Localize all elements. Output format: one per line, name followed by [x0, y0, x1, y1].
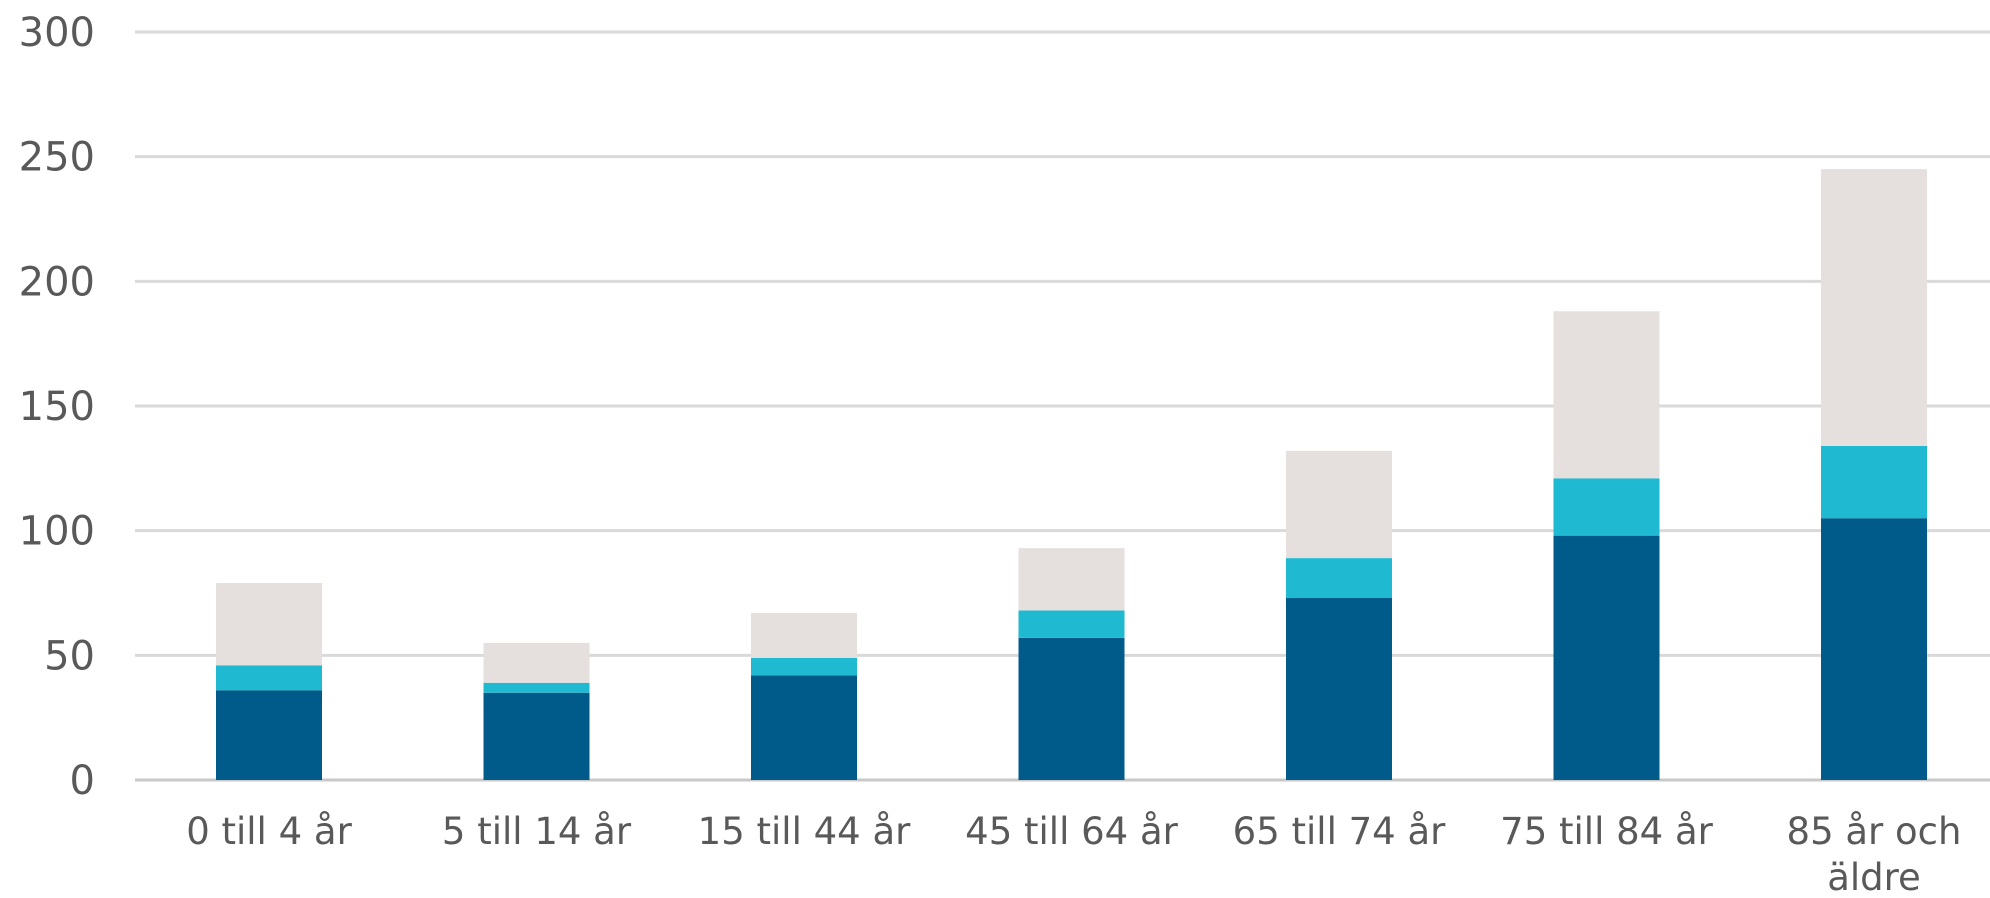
- y-tick-label: 0: [70, 758, 95, 804]
- y-tick-label: 100: [19, 509, 95, 555]
- x-tick-label: äldre: [1827, 856, 1921, 898]
- x-axis: 0 till 4 år 5 till 14 år 15 till 44 år 45 t…: [186, 810, 1961, 898]
- x-tick-label: 45 till 64 år: [965, 810, 1178, 853]
- bars: [216, 169, 1927, 780]
- bar-segment-1: [483, 692, 590, 780]
- x-tick-label: 85 år och: [1787, 810, 1962, 853]
- bar-segment-2: [1821, 445, 1927, 519]
- bar-segment-1: [1018, 637, 1125, 780]
- y-axis: 0 50 100 150 200 250 300: [19, 10, 95, 804]
- bar-segment-1: [751, 675, 857, 780]
- bar-segment-2: [216, 665, 322, 691]
- x-tick-label: 15 till 44 år: [698, 810, 911, 853]
- x-tick-label: 5 till 14 år: [442, 810, 632, 853]
- bar-segment-2: [751, 657, 857, 676]
- x-tick-label: 65 till 74 år: [1233, 810, 1446, 853]
- y-tick-label: 50: [44, 633, 95, 679]
- y-tick-label: 250: [19, 135, 95, 181]
- bar-segment-3: [1286, 450, 1392, 559]
- bar-segment-1: [216, 690, 322, 780]
- y-tick-label: 200: [19, 259, 95, 305]
- bar-segment-2: [1018, 610, 1125, 638]
- bar-segment-3: [1821, 169, 1927, 446]
- bar-segment-1: [1286, 597, 1392, 780]
- bar-segment-2: [1286, 558, 1392, 598]
- x-tick-label: 0 till 4 år: [186, 810, 352, 853]
- bar-segment-2: [483, 682, 590, 693]
- bar-segment-3: [483, 642, 590, 683]
- y-tick-label: 300: [19, 10, 95, 56]
- bar-segment-2: [1553, 478, 1660, 536]
- bar-segment-3: [1553, 311, 1660, 479]
- gridlines: [135, 30, 1990, 782]
- bar-segment-3: [1018, 548, 1125, 611]
- x-tick-label: 75 till 84 år: [1500, 810, 1713, 853]
- bar-segment-3: [751, 612, 857, 658]
- bar-segment-1: [1821, 518, 1927, 780]
- bar-segment-1: [1553, 535, 1660, 780]
- y-tick-label: 150: [19, 384, 95, 430]
- bar-segment-3: [216, 583, 322, 666]
